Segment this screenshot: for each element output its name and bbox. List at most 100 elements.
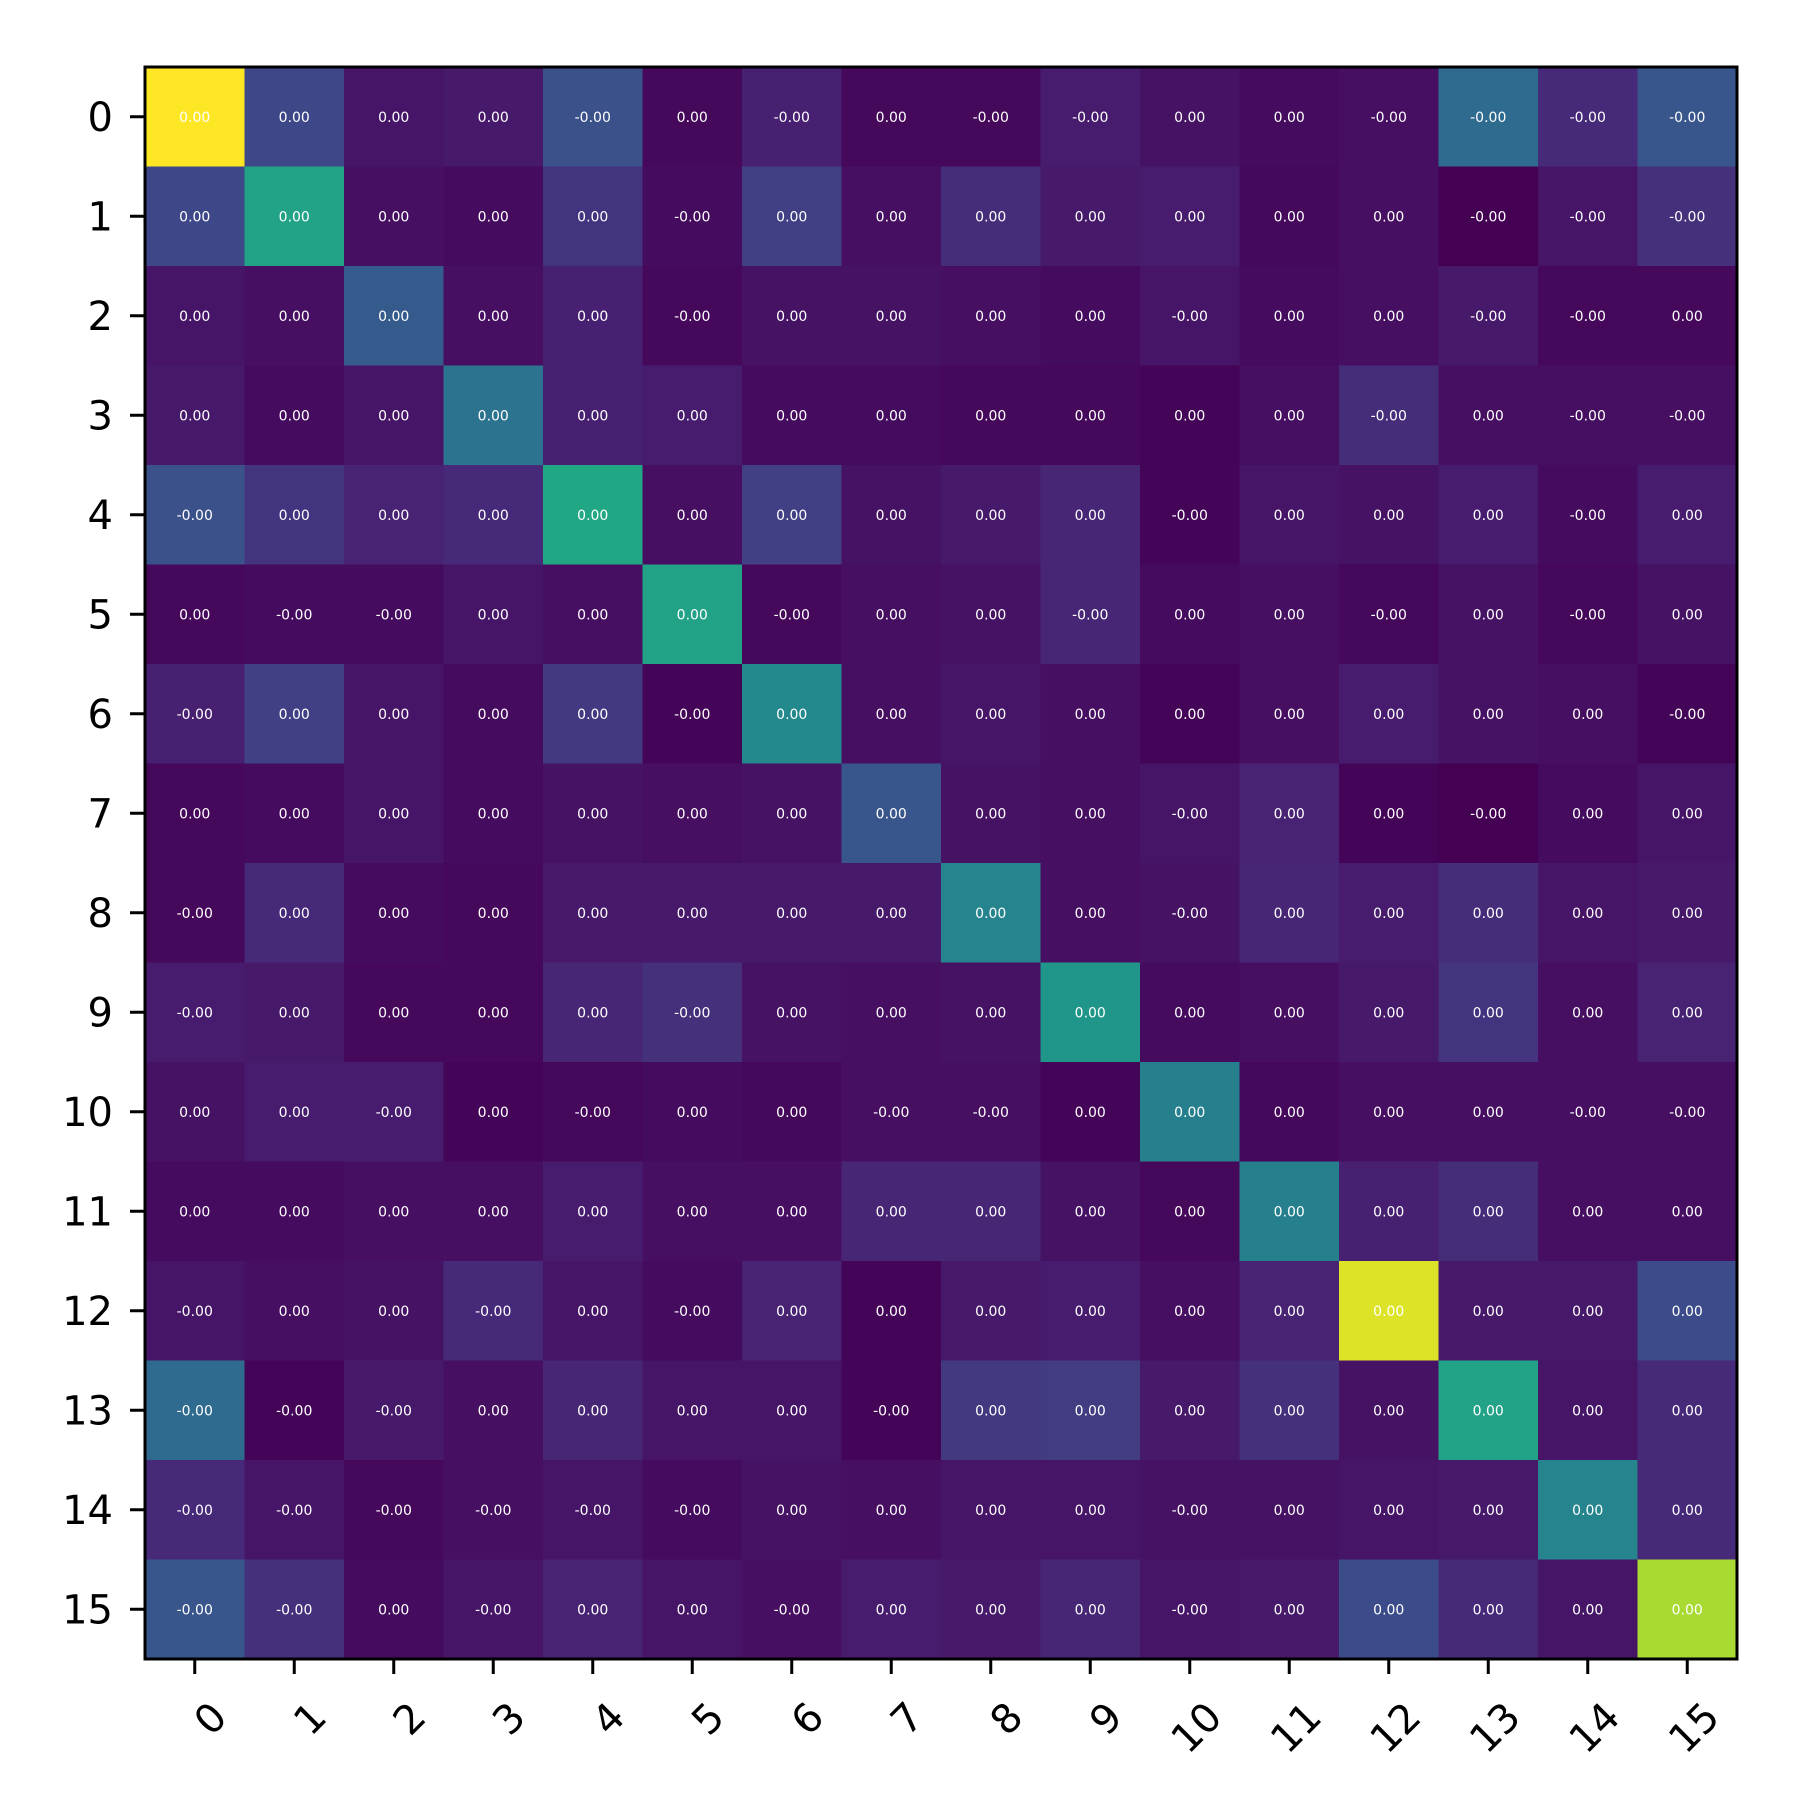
heatmap-cell-r1-c10 xyxy=(1140,166,1241,267)
cell-value-label-r4-c6: 0.00 xyxy=(776,508,807,524)
cell-value-label-r6-c0: -0.00 xyxy=(177,707,213,723)
cell-value-label-r14-c14: 0.00 xyxy=(1572,1503,1603,1519)
heatmap-cell-r8-c13 xyxy=(1438,863,1539,964)
cell-value-label-r4-c7: 0.00 xyxy=(876,508,907,524)
heatmap-cell-r6-c5 xyxy=(642,664,743,765)
heatmap-cell-r10-c14 xyxy=(1538,1062,1639,1163)
cell-value-label-r12-c8: 0.00 xyxy=(975,1304,1006,1320)
heatmap-cell-r11-c6 xyxy=(742,1161,843,1262)
cell-value-label-r9-c3: 0.00 xyxy=(478,1005,509,1021)
heatmap-cell-r2-c13 xyxy=(1438,266,1539,367)
heatmap-cell-r2-c10 xyxy=(1140,266,1241,367)
y-tick-label-6: 6 xyxy=(88,692,113,738)
heatmap-cell-r1-c1 xyxy=(244,166,345,267)
cell-value-label-r5-c1: -0.00 xyxy=(276,607,312,623)
heatmap-cell-r1-c7 xyxy=(841,166,942,267)
cell-value-label-r9-c14: 0.00 xyxy=(1572,1005,1603,1021)
cell-value-label-r7-c10: -0.00 xyxy=(1172,806,1208,822)
cell-value-label-r13-c6: 0.00 xyxy=(776,1403,807,1419)
heatmap-cell-r11-c0 xyxy=(145,1161,246,1262)
heatmap-cell-r14-c6 xyxy=(742,1460,843,1561)
heatmap-cell-r6-c10 xyxy=(1140,664,1241,765)
heatmap-cell-r3-c15 xyxy=(1637,365,1738,466)
cell-value-label-r9-c4: 0.00 xyxy=(577,1005,608,1021)
heatmap-cell-r10-c5 xyxy=(642,1062,743,1163)
cell-value-label-r2-c5: -0.00 xyxy=(674,309,710,325)
cell-value-label-r14-c2: -0.00 xyxy=(376,1503,412,1519)
heatmap-cells xyxy=(145,67,1738,1660)
plot-frame xyxy=(143,65,1739,1661)
cell-value-label-r4-c13: 0.00 xyxy=(1473,508,1504,524)
heatmap-cell-r8-c8 xyxy=(941,863,1042,964)
heatmap-cell-r12-c1 xyxy=(244,1261,345,1362)
y-tick-label-12: 12 xyxy=(62,1289,113,1335)
heatmap-cell-r7-c13 xyxy=(1438,763,1539,864)
heatmap-cell-r12-c4 xyxy=(543,1261,644,1362)
cell-value-label-r0-c0: 0.00 xyxy=(179,110,210,126)
cell-value-label-r4-c10: -0.00 xyxy=(1172,508,1208,524)
heatmap-cell-r15-c0 xyxy=(145,1559,246,1660)
heatmap-cell-r12-c5 xyxy=(642,1261,743,1362)
cell-value-label-r6-c11: 0.00 xyxy=(1274,707,1305,723)
heatmap-cell-r2-c12 xyxy=(1339,266,1440,367)
heatmap-cell-r3-c3 xyxy=(443,365,544,466)
cell-value-label-r1-c3: 0.00 xyxy=(478,209,509,225)
cell-value-label-r0-c13: -0.00 xyxy=(1470,110,1506,126)
cell-value-label-r8-c14: 0.00 xyxy=(1572,906,1603,922)
heatmap-cell-r5-c3 xyxy=(443,564,544,665)
heatmap-cell-r9-c8 xyxy=(941,962,1042,1063)
heatmap-cell-r14-c13 xyxy=(1438,1460,1539,1561)
heatmap-cell-r13-c15 xyxy=(1637,1360,1738,1461)
heatmap-cell-r12-c2 xyxy=(344,1261,445,1362)
heatmap-cell-r15-c12 xyxy=(1339,1559,1440,1660)
heatmap-cell-r3-c6 xyxy=(742,365,843,466)
heatmap-cell-r15-c7 xyxy=(841,1559,942,1660)
cell-value-label-r10-c11: 0.00 xyxy=(1274,1105,1305,1121)
cell-value-label-r14-c3: -0.00 xyxy=(475,1503,511,1519)
heatmap-cell-r0-c5 xyxy=(642,67,743,168)
heatmap-cell-r1-c6 xyxy=(742,166,843,267)
heatmap-cell-r8-c2 xyxy=(344,863,445,964)
cell-value-label-r2-c12: 0.00 xyxy=(1373,309,1404,325)
heatmap-cell-r12-c8 xyxy=(941,1261,1042,1362)
cell-value-label-r0-c3: 0.00 xyxy=(478,110,509,126)
cell-value-label-r11-c12: 0.00 xyxy=(1373,1204,1404,1220)
cell-value-label-r15-c12: 0.00 xyxy=(1373,1602,1404,1618)
cell-value-label-r9-c11: 0.00 xyxy=(1274,1005,1305,1021)
cell-value-label-r8-c13: 0.00 xyxy=(1473,906,1504,922)
heatmap-cell-r7-c9 xyxy=(1040,763,1141,864)
cell-value-label-r15-c14: 0.00 xyxy=(1572,1602,1603,1618)
cell-value-label-r1-c8: 0.00 xyxy=(975,209,1006,225)
heatmap-cell-r10-c9 xyxy=(1040,1062,1141,1163)
heatmap-cell-r4-c1 xyxy=(244,465,345,566)
heatmap-cell-r3-c12 xyxy=(1339,365,1440,466)
cell-value-label-r12-c10: 0.00 xyxy=(1174,1304,1205,1320)
cell-value-label-r8-c7: 0.00 xyxy=(876,906,907,922)
cell-value-label-r15-c5: 0.00 xyxy=(677,1602,708,1618)
cell-value-label-r8-c1: 0.00 xyxy=(279,906,310,922)
cell-value-label-r14-c0: -0.00 xyxy=(177,1503,213,1519)
heatmap-cell-r15-c4 xyxy=(543,1559,644,1660)
heatmap-cell-r3-c4 xyxy=(543,365,644,466)
heatmap-cell-r14-c15 xyxy=(1637,1460,1738,1561)
heatmap-cell-r0-c8 xyxy=(941,67,1042,168)
cell-value-label-r14-c4: -0.00 xyxy=(575,1503,611,1519)
heatmap-cell-r15-c13 xyxy=(1438,1559,1539,1660)
heatmap-cell-r12-c12 xyxy=(1339,1261,1440,1362)
cell-value-label-r10-c5: 0.00 xyxy=(677,1105,708,1121)
cell-value-label-r9-c15: 0.00 xyxy=(1672,1005,1703,1021)
heatmap-cell-r5-c5 xyxy=(642,564,743,665)
heatmap-cell-r3-c14 xyxy=(1538,365,1639,466)
heatmap-cell-r12-c14 xyxy=(1538,1261,1639,1362)
cell-value-label-r7-c5: 0.00 xyxy=(677,806,708,822)
heatmap-cell-r9-c9 xyxy=(1040,962,1141,1063)
cell-value-label-r2-c1: 0.00 xyxy=(279,309,310,325)
heatmap-cell-r0-c15 xyxy=(1637,67,1738,168)
heatmap-cell-r13-c2 xyxy=(344,1360,445,1461)
heatmap-cell-r14-c2 xyxy=(344,1460,445,1561)
heatmap-cell-r4-c4 xyxy=(543,465,644,566)
heatmap-cell-r9-c0 xyxy=(145,962,246,1063)
heatmap-cell-r2-c11 xyxy=(1239,266,1340,367)
cell-value-label-r4-c0: -0.00 xyxy=(177,508,213,524)
